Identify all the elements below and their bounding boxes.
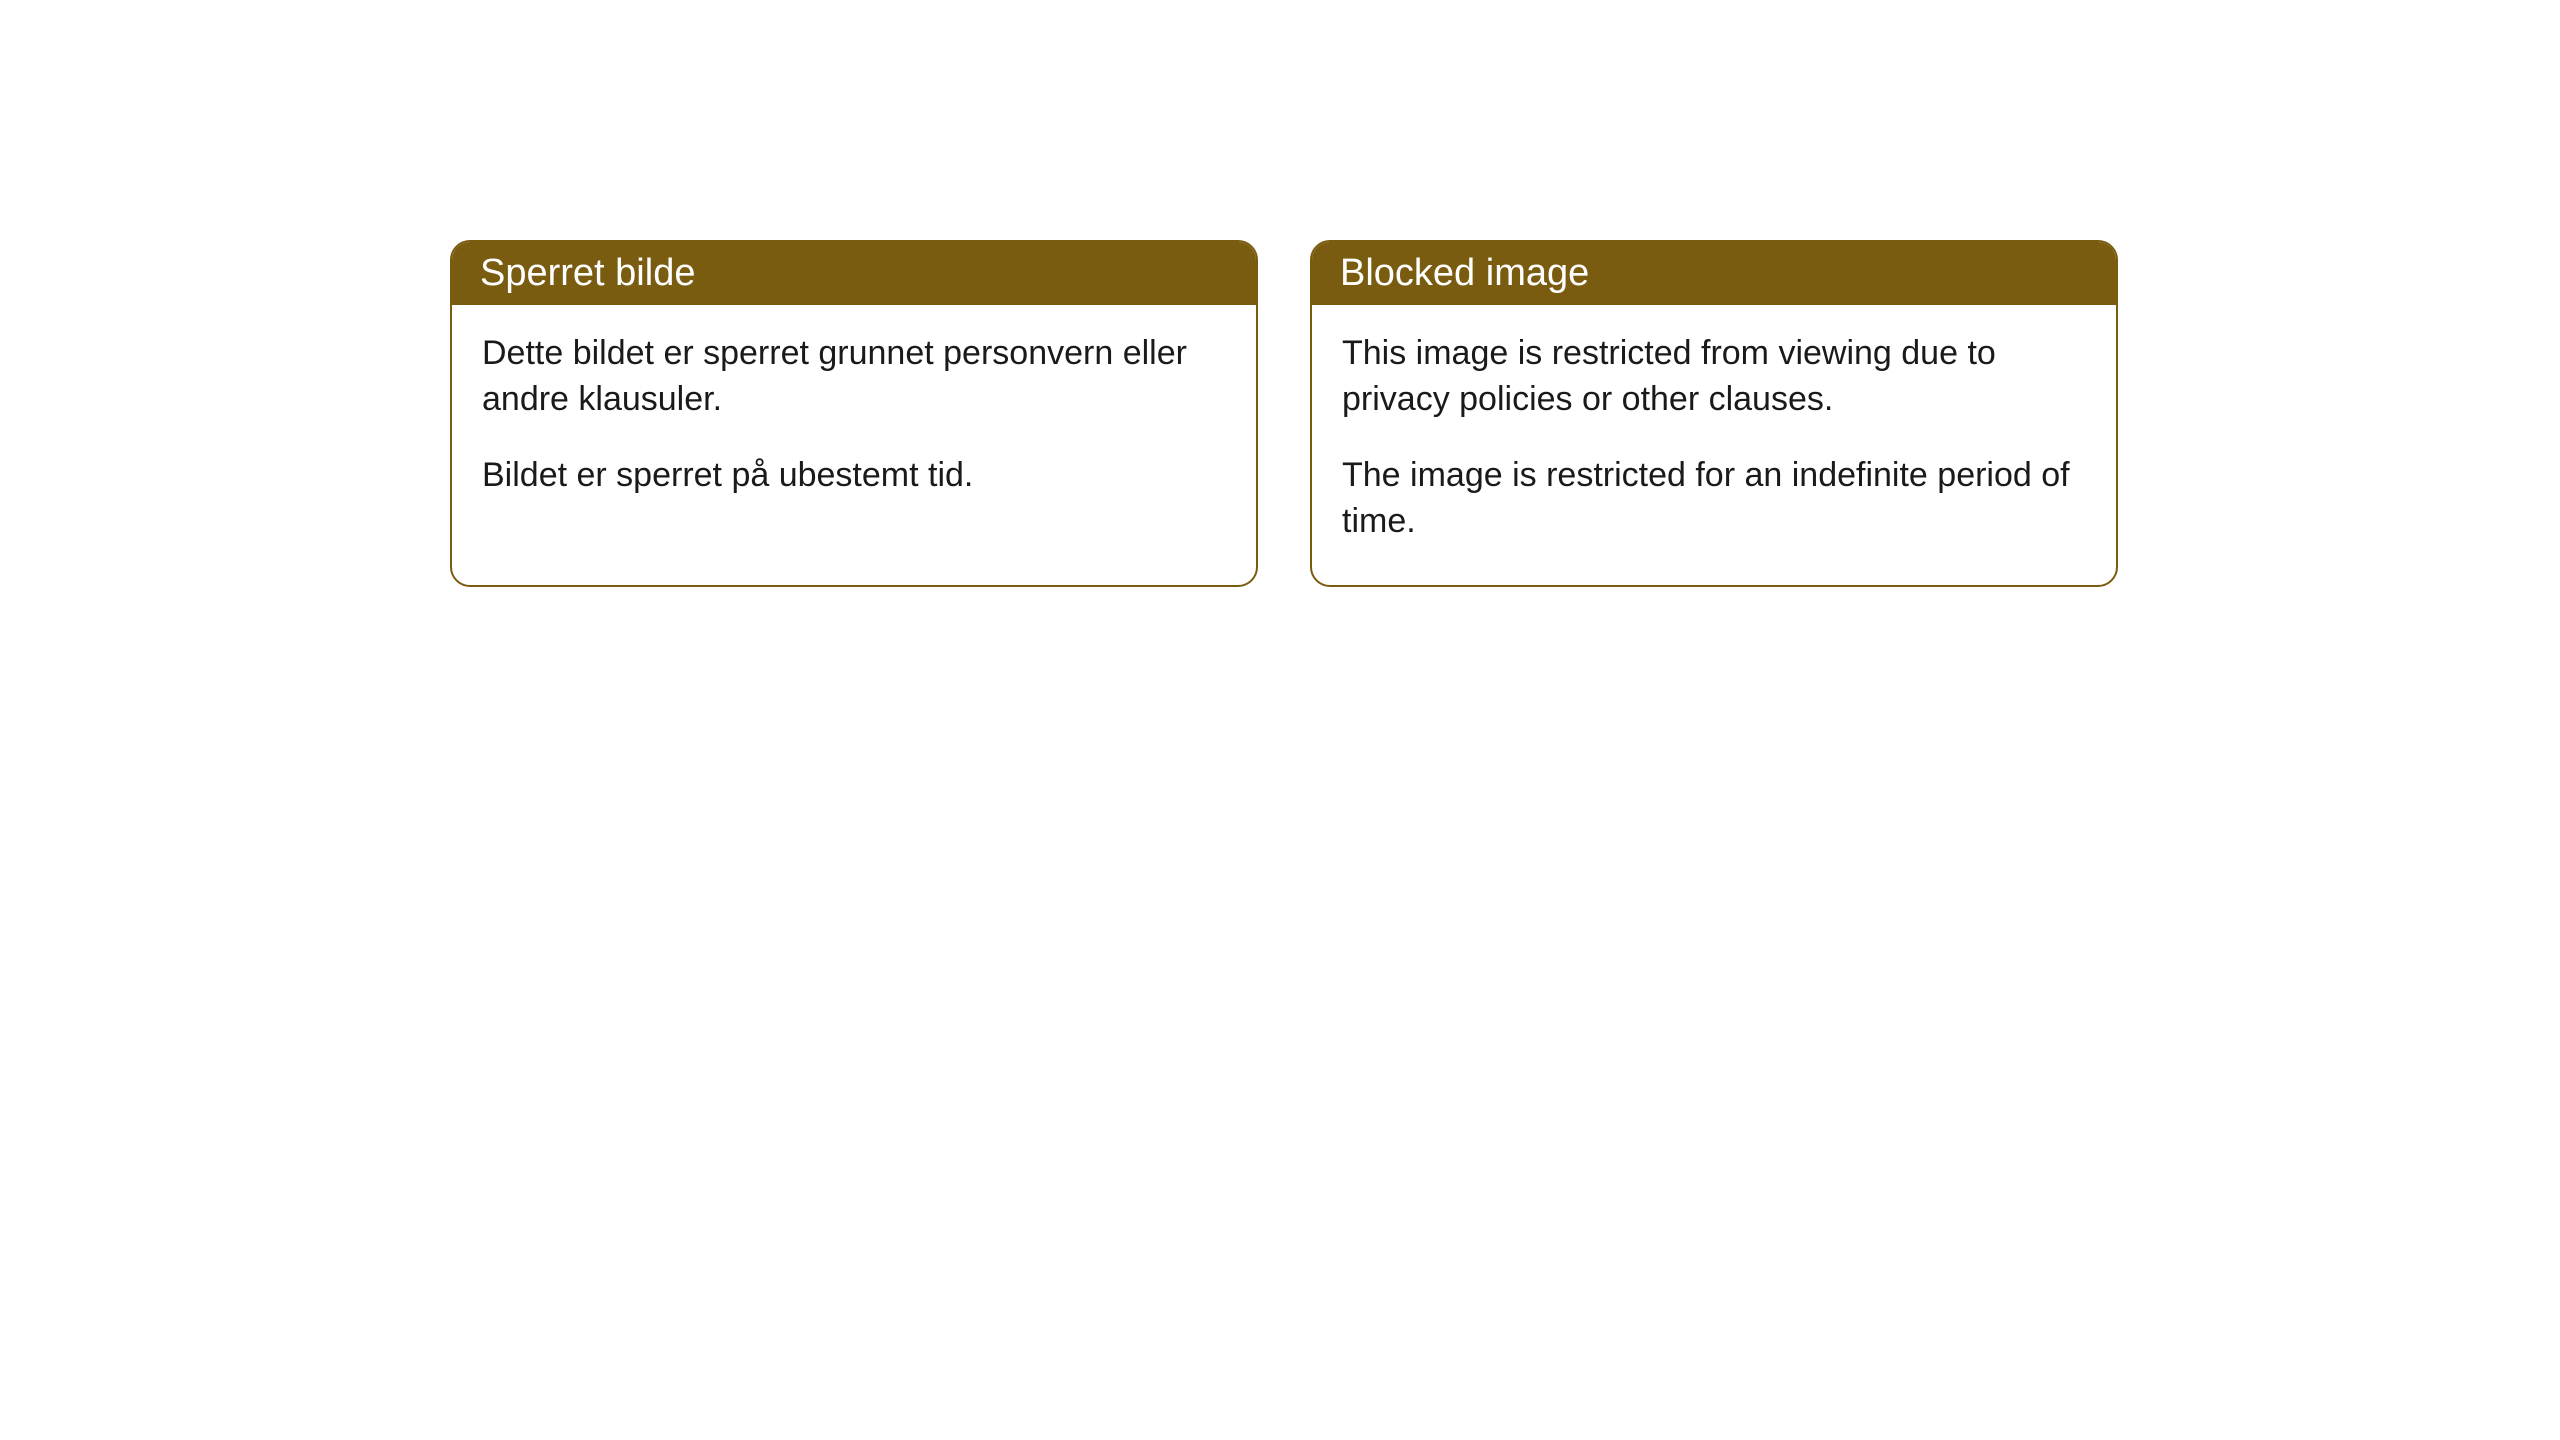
card-para1-no: Dette bildet er sperret grunnet personve… [482,331,1226,423]
blocked-image-card-en: Blocked image This image is restricted f… [1310,240,2118,587]
card-header-en: Blocked image [1312,242,2116,305]
card-body-no: Dette bildet er sperret grunnet personve… [452,305,1256,539]
card-body-en: This image is restricted from viewing du… [1312,305,2116,585]
notice-cards-container: Sperret bilde Dette bildet er sperret gr… [450,240,2118,587]
blocked-image-card-no: Sperret bilde Dette bildet er sperret gr… [450,240,1258,587]
card-header-no: Sperret bilde [452,242,1256,305]
card-para2-no: Bildet er sperret på ubestemt tid. [482,453,1226,499]
card-para2-en: The image is restricted for an indefinit… [1342,453,2086,545]
card-para1-en: This image is restricted from viewing du… [1342,331,2086,423]
